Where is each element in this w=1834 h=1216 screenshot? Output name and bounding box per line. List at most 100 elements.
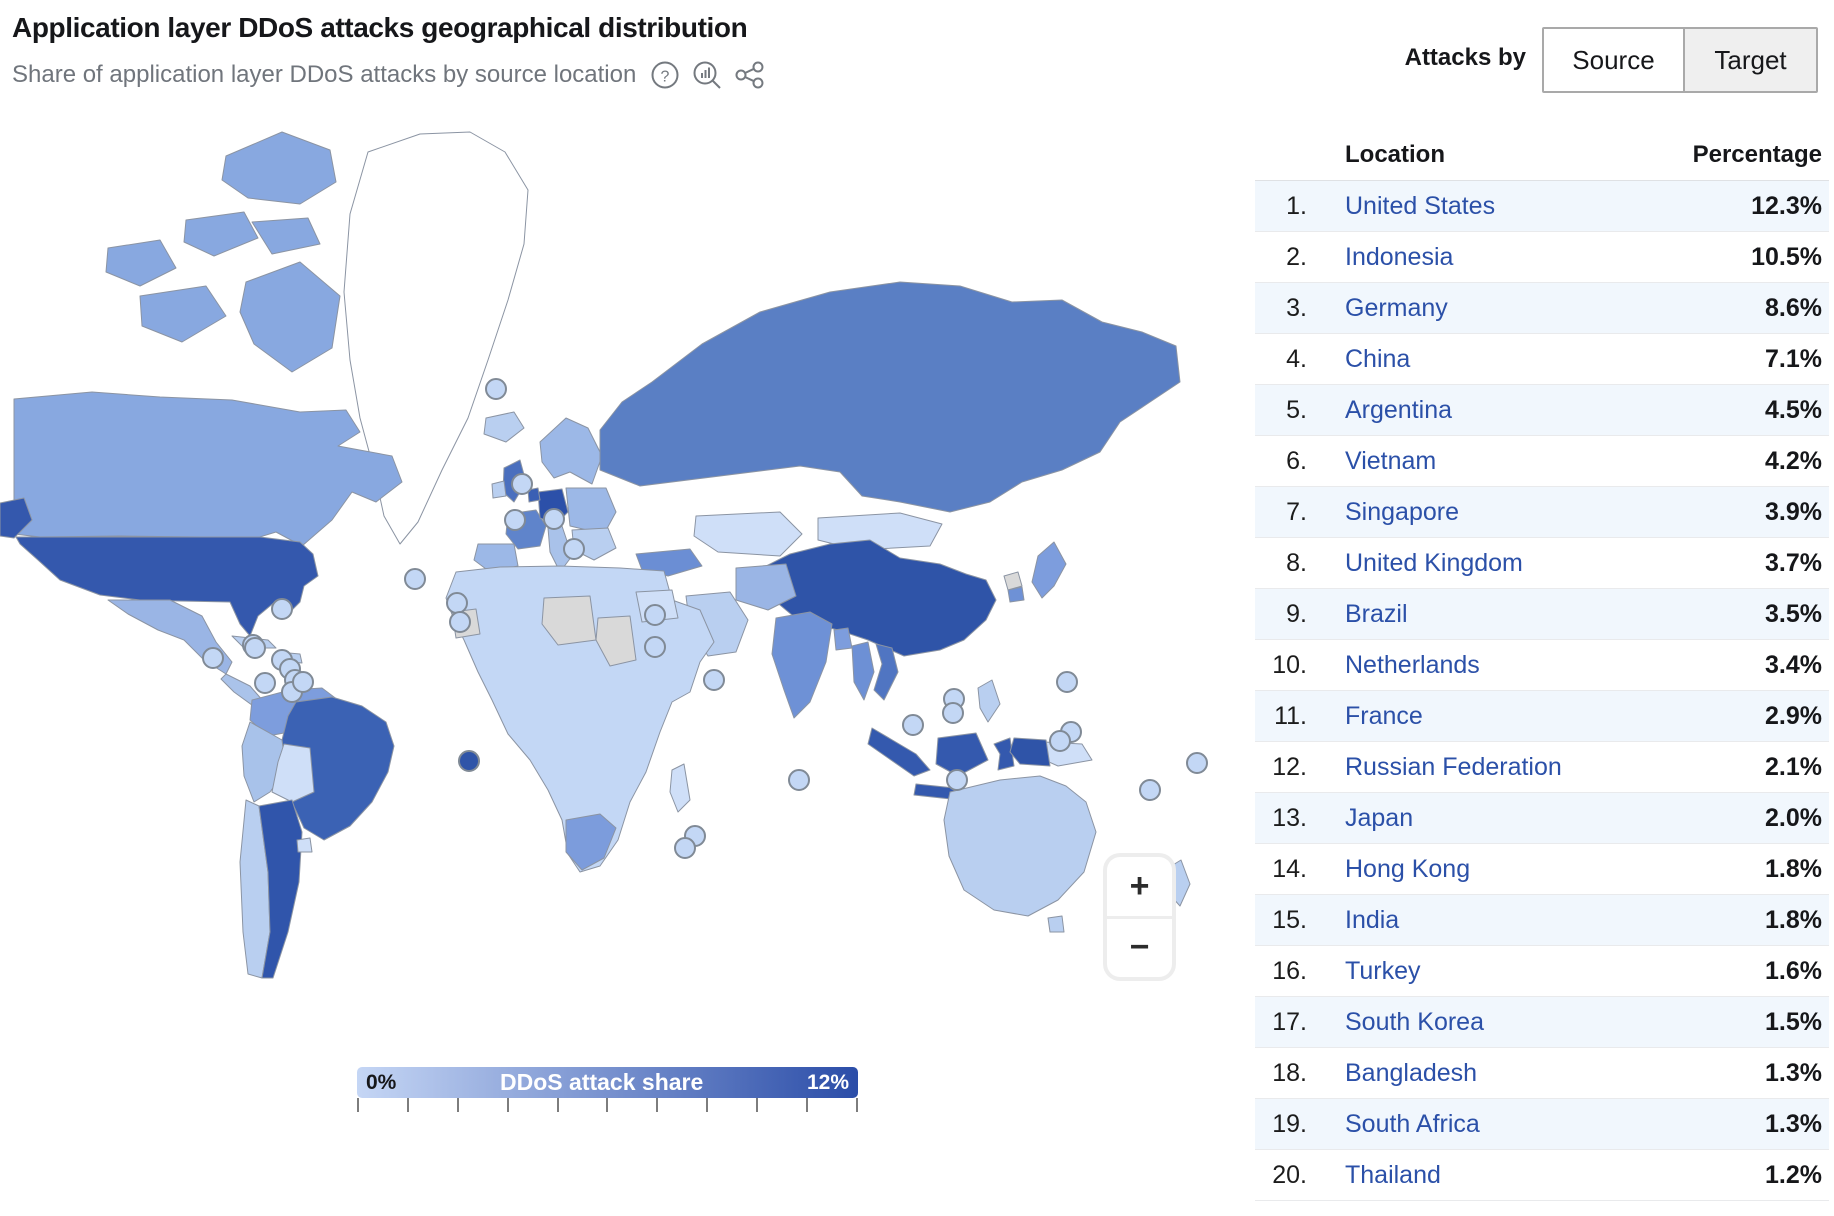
map-marker[interactable] xyxy=(644,604,666,626)
row-location-link[interactable]: United States xyxy=(1345,191,1496,220)
row-location-link[interactable]: Germany xyxy=(1345,293,1448,322)
table-row[interactable]: 2. Indonesia 10.5% xyxy=(1255,232,1829,283)
row-location-link[interactable]: Indonesia xyxy=(1345,242,1454,271)
toggle-option-source[interactable]: Source xyxy=(1544,29,1683,91)
country-tasmania[interactable] xyxy=(1047,915,1065,933)
map-marker[interactable] xyxy=(674,837,696,859)
zoom-out-button[interactable]: − xyxy=(1107,915,1172,978)
table-row[interactable]: 18. Bangladesh 1.3% xyxy=(1255,1048,1829,1099)
row-location-link[interactable]: Brazil xyxy=(1345,599,1408,628)
country-canada-melville[interactable] xyxy=(183,211,259,257)
table-row[interactable]: 6. Vietnam 4.2% xyxy=(1255,436,1829,487)
help-circle-icon[interactable]: ? xyxy=(650,60,680,90)
country-canada-banks[interactable] xyxy=(105,239,177,287)
country-kazakhstan[interactable] xyxy=(693,511,803,557)
zoom-in-button[interactable]: + xyxy=(1129,866,1150,905)
chart-search-icon[interactable] xyxy=(692,60,722,90)
table-row[interactable]: 16. Turkey 1.6% xyxy=(1255,946,1829,997)
country-japan[interactable] xyxy=(1031,541,1067,599)
map-marker[interactable] xyxy=(703,669,725,691)
region-eastern-europe[interactable] xyxy=(565,487,617,535)
table-row[interactable]: 15. India 1.8% xyxy=(1255,895,1829,946)
table-row[interactable]: 19. South Africa 1.3% xyxy=(1255,1099,1829,1150)
map-marker-highlighted[interactable] xyxy=(458,750,480,772)
table-row[interactable]: 5. Argentina 4.5% xyxy=(1255,385,1829,436)
attacks-by-toggle[interactable]: Source Target xyxy=(1542,27,1818,93)
map-marker[interactable] xyxy=(254,672,276,694)
country-greenland[interactable] xyxy=(343,131,529,545)
row-location-link[interactable]: Bangladesh xyxy=(1345,1058,1478,1087)
row-location-link[interactable]: Netherlands xyxy=(1345,650,1480,679)
country-united-states[interactable] xyxy=(15,536,319,637)
map-marker[interactable] xyxy=(946,769,968,791)
country-south-korea[interactable] xyxy=(1007,586,1025,603)
row-location-link[interactable]: India xyxy=(1345,905,1400,934)
table-row[interactable]: 1. United States 12.3% xyxy=(1255,181,1829,232)
country-indonesia-sulawesi[interactable] xyxy=(993,737,1015,771)
country-vietnam[interactable] xyxy=(873,643,899,701)
country-canada-baffin[interactable] xyxy=(239,261,341,373)
row-location-link[interactable]: France xyxy=(1345,701,1423,730)
country-indonesia-papua[interactable] xyxy=(1009,737,1051,767)
country-indonesia-sumatra[interactable] xyxy=(867,727,931,777)
country-uruguay[interactable] xyxy=(296,837,313,853)
country-iran[interactable] xyxy=(735,563,797,611)
map-marker[interactable] xyxy=(511,473,533,495)
country-madagascar[interactable] xyxy=(669,763,691,813)
map-marker[interactable] xyxy=(543,508,565,530)
table-row[interactable]: 13. Japan 2.0% xyxy=(1255,793,1829,844)
country-ireland[interactable] xyxy=(491,480,507,499)
map-marker[interactable] xyxy=(1056,671,1078,693)
country-turkey[interactable] xyxy=(635,548,703,577)
toggle-option-target[interactable]: Target xyxy=(1683,29,1816,91)
row-location-link[interactable]: Turkey xyxy=(1345,956,1421,985)
table-row[interactable]: 9. Brazil 3.5% xyxy=(1255,589,1829,640)
map-marker[interactable] xyxy=(1139,779,1161,801)
country-indonesia-borneo[interactable] xyxy=(935,732,989,777)
map-marker[interactable] xyxy=(644,636,666,658)
row-location-link[interactable]: South Korea xyxy=(1345,1007,1484,1036)
table-row[interactable]: 3. Germany 8.6% xyxy=(1255,283,1829,334)
country-canada-victoria[interactable] xyxy=(139,285,227,343)
country-russian-federation[interactable] xyxy=(599,281,1181,513)
row-location-link[interactable]: Argentina xyxy=(1345,395,1453,424)
map-marker[interactable] xyxy=(942,702,964,724)
country-mongolia[interactable] xyxy=(817,512,943,551)
map-marker[interactable] xyxy=(449,611,471,633)
row-location-link[interactable]: Japan xyxy=(1345,803,1414,832)
world-choropleth-map[interactable] xyxy=(0,0,1240,1020)
table-row[interactable]: 20. Thailand 1.2% xyxy=(1255,1150,1829,1201)
row-location-link[interactable]: South Africa xyxy=(1345,1109,1480,1138)
country-south-africa[interactable] xyxy=(565,813,617,871)
country-iceland[interactable] xyxy=(483,411,525,443)
map-marker[interactable] xyxy=(271,598,293,620)
country-australia[interactable] xyxy=(943,775,1097,917)
map-marker[interactable] xyxy=(404,568,426,590)
row-location-link[interactable]: China xyxy=(1345,344,1411,373)
table-row[interactable]: 7. Singapore 3.9% xyxy=(1255,487,1829,538)
country-canada[interactable] xyxy=(13,391,403,547)
map-marker[interactable] xyxy=(1049,730,1071,752)
country-thailand[interactable] xyxy=(851,641,875,701)
country-libya[interactable] xyxy=(541,595,597,646)
map-marker[interactable] xyxy=(1186,752,1208,774)
table-row[interactable]: 12. Russian Federation 2.1% xyxy=(1255,742,1829,793)
map-marker[interactable] xyxy=(563,538,585,560)
row-location-link[interactable]: Singapore xyxy=(1345,497,1459,526)
map-zoom-control[interactable]: + − xyxy=(1107,857,1172,977)
country-india[interactable] xyxy=(771,611,833,719)
map-marker[interactable] xyxy=(902,714,924,736)
table-row[interactable]: 11. France 2.9% xyxy=(1255,691,1829,742)
table-row[interactable]: 8. United Kingdom 3.7% xyxy=(1255,538,1829,589)
share-nodes-icon[interactable] xyxy=(734,60,766,90)
region-scandinavia[interactable] xyxy=(539,417,603,485)
country-canada-devon[interactable] xyxy=(251,217,321,255)
country-canada-ellesmere[interactable] xyxy=(221,131,337,205)
country-united-states-alaska[interactable] xyxy=(0,497,33,539)
country-argentina[interactable] xyxy=(258,799,303,979)
map-marker[interactable] xyxy=(485,378,507,400)
row-location-link[interactable]: Thailand xyxy=(1345,1160,1441,1189)
country-north-korea[interactable] xyxy=(1003,571,1023,591)
table-row[interactable]: 14. Hong Kong 1.8% xyxy=(1255,844,1829,895)
map-marker[interactable] xyxy=(202,647,224,669)
